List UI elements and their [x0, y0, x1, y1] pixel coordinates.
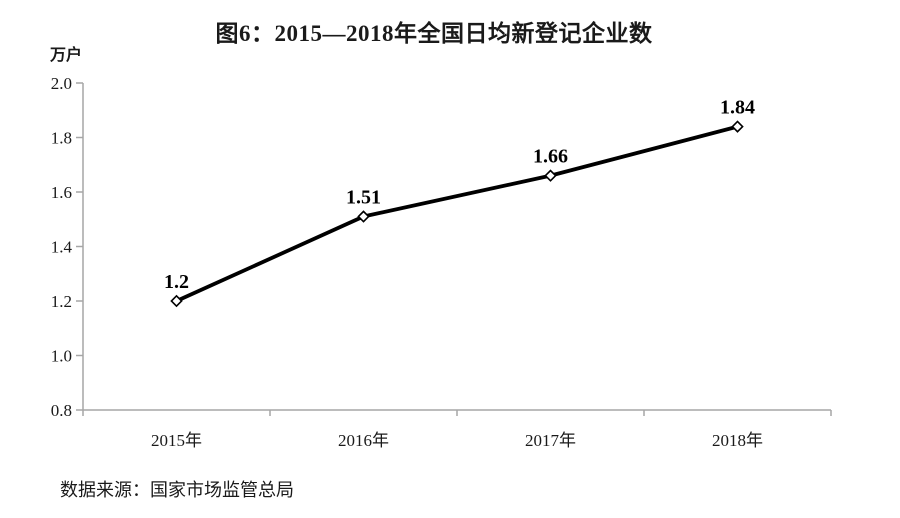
y-axis-unit-label: 万户: [50, 47, 83, 64]
y-tick-label: 1.4: [51, 238, 73, 257]
y-tick-label: 2.0: [51, 74, 72, 93]
data-point-label: 1.66: [533, 146, 568, 168]
data-point-marker: [731, 120, 744, 133]
data-point-marker: [544, 169, 557, 182]
data-point-marker: [357, 210, 370, 223]
data-point-marker: [170, 294, 183, 308]
data-point-label: 1.2: [164, 271, 189, 293]
x-category-label: 2017年: [525, 431, 576, 450]
data-line: [174, 124, 740, 303]
y-tick-label: 1.2: [51, 292, 72, 311]
chart-title: 图6：2015—2018年全国日均新登记企业数: [215, 21, 653, 46]
y-tick-label: 1.8: [51, 129, 72, 148]
y-tick-label: 0.8: [51, 401, 72, 420]
data-source-note: 数据来源：国家市场监管总局: [60, 480, 294, 500]
data-point-label: 1.51: [346, 187, 381, 209]
x-category-label: 2018年: [712, 431, 763, 450]
x-category-label: 2016年: [338, 431, 389, 450]
data-point-label: 1.84: [720, 97, 755, 119]
y-tick-label: 1.6: [51, 183, 72, 202]
x-category-label: 2015年: [151, 431, 202, 450]
y-tick-label: 1.0: [51, 347, 72, 366]
